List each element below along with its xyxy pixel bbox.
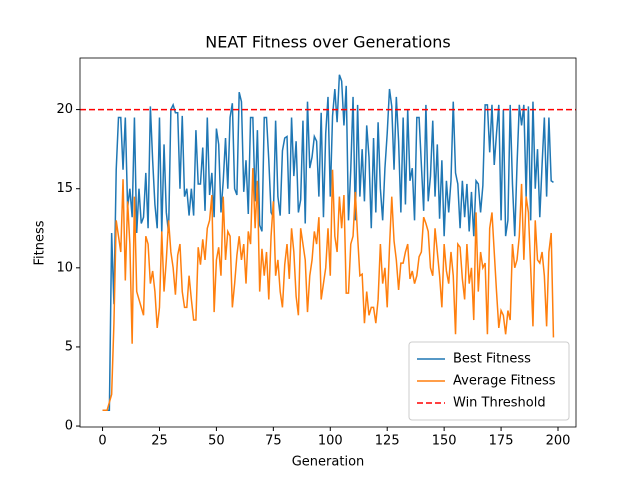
y-tick-label: 0 (65, 419, 73, 434)
x-tick-label: 125 (375, 434, 400, 449)
x-tick-label: 200 (546, 434, 571, 449)
x-tick-label: 100 (318, 434, 343, 449)
legend-box (408, 341, 570, 421)
legend-label: Win Threshold (453, 396, 546, 411)
series-line (102, 74, 554, 411)
y-tick-label: 20 (56, 102, 73, 117)
x-tick-label: 25 (151, 434, 168, 449)
x-tick-label: 75 (265, 434, 282, 449)
x-tick-label: 175 (489, 434, 514, 449)
legend-label: Best Fitness (453, 352, 531, 367)
chart-title: NEAT Fitness over Generations (205, 33, 451, 52)
y-tick-label: 15 (56, 181, 73, 196)
x-tick-label: 150 (432, 434, 457, 449)
axes-frame (79, 57, 577, 428)
y-tick-label: 10 (56, 260, 73, 275)
x-tick-label: 50 (208, 434, 225, 449)
legend-label: Average Fitness (453, 374, 556, 389)
x-tick-label: 0 (98, 434, 106, 449)
series-line (102, 168, 555, 411)
x-axis-label: Generation (292, 455, 365, 470)
y-axis-label: Fitness (33, 220, 48, 265)
y-tick-label: 5 (65, 339, 73, 354)
